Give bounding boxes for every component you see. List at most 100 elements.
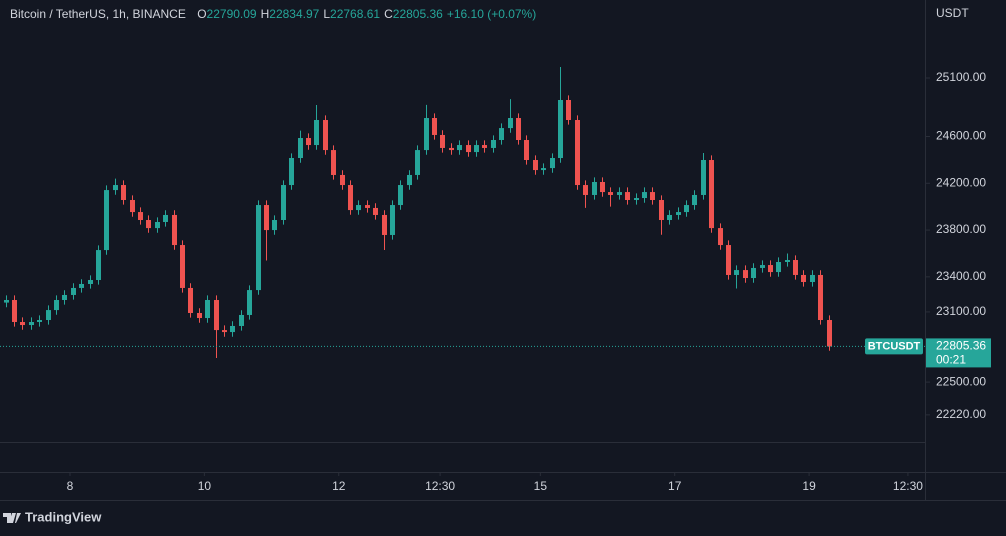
brand-logo (3, 513, 21, 523)
x-tick-label: 12:30 (425, 479, 455, 493)
candle-body (314, 120, 319, 146)
candle-body (617, 192, 622, 195)
candle-body (146, 220, 151, 229)
candle-body (692, 194, 697, 206)
candle-body (642, 192, 647, 199)
candle-body (575, 120, 580, 186)
candle-body (810, 274, 815, 282)
x-tick-label: 12 (332, 479, 346, 493)
candle-body (801, 274, 806, 282)
candle-body (12, 300, 17, 322)
change: +16.10 (+0.07%) (447, 7, 536, 21)
candle-body (20, 321, 25, 326)
candle-body (289, 158, 294, 186)
candle-body (356, 205, 361, 211)
candle-body (306, 138, 311, 146)
candle-body (398, 185, 403, 206)
symbol-tag: BTCUSDT (868, 340, 921, 352)
candle-body (205, 300, 210, 319)
candle-body (256, 205, 261, 291)
candle-body (457, 145, 462, 151)
candle-body (331, 150, 336, 175)
candle-body (188, 287, 193, 313)
x-tick-label: 12:30 (893, 479, 923, 493)
x-tick-label: 15 (534, 479, 548, 493)
legend-value: 22834.97 (269, 7, 319, 21)
candle-body (634, 198, 639, 201)
candle-body (499, 128, 504, 141)
x-tick-label: 17 (668, 479, 682, 493)
y-tick-label: 23800.00 (936, 222, 986, 236)
candle-body (608, 192, 613, 195)
candle-body (827, 320, 832, 347)
candle-body (726, 245, 731, 275)
y-tick-label: 22220.00 (936, 407, 986, 421)
candle-body (130, 200, 135, 213)
candle-body (113, 185, 118, 191)
candle-body (348, 185, 353, 211)
legend-value: 22790.09 (207, 7, 257, 21)
chart-header: Bitcoin / TetherUS, 1h, BINANCE O22790.0… (10, 7, 536, 21)
legend-key: L (323, 7, 330, 21)
y-tick-label: 22500.00 (936, 374, 986, 388)
candle-body (71, 287, 76, 295)
candle-body (466, 145, 471, 153)
candle-body (751, 267, 756, 279)
candle-body (407, 174, 412, 186)
candle-body (583, 185, 588, 195)
x-tick-label: 19 (802, 479, 816, 493)
price-axis: 25600.0025100.0024600.0024200.0023800.00… (926, 70, 986, 421)
candle-body (533, 160, 538, 171)
candle-body (239, 314, 244, 326)
candle-body (684, 205, 689, 213)
candle-body (96, 250, 101, 281)
y-tick-label: 23100.00 (936, 304, 986, 318)
candle-body (373, 207, 378, 215)
candle-body (88, 280, 93, 284)
candle-body (818, 274, 823, 321)
candle-body (163, 214, 168, 222)
candle-body (659, 200, 664, 221)
candle-body (793, 260, 798, 275)
candle-body (79, 283, 84, 288)
candle-body (676, 212, 681, 215)
axis-unit: USDT (936, 6, 969, 20)
candle-body (272, 220, 277, 231)
candle-body (197, 312, 202, 319)
candle-body (516, 118, 521, 141)
countdown: 00:21 (936, 353, 966, 367)
candle-body (281, 185, 286, 221)
candle-body (180, 245, 185, 288)
candle-body (600, 181, 605, 193)
x-tick-label: 8 (67, 479, 74, 493)
candle-body (230, 325, 235, 333)
candle-body (482, 145, 487, 148)
x-tick-label: 10 (198, 479, 212, 493)
candle-body (734, 270, 739, 275)
candle-body (558, 100, 563, 159)
y-tick-label: 24200.00 (936, 175, 986, 189)
y-tick-label: 25100.00 (936, 70, 986, 84)
candle-body (667, 214, 672, 221)
candle-body (37, 320, 42, 322)
candle-body (155, 221, 160, 229)
y-tick-label: 23400.00 (936, 269, 986, 283)
candle-body (541, 168, 546, 171)
legend-key: C (384, 7, 393, 21)
brand-name: TradingView (25, 509, 102, 524)
candle-body (508, 118, 513, 129)
candle-body (323, 120, 328, 151)
candle-body (121, 185, 126, 201)
title: Bitcoin / TetherUS, 1h, BINANCE (10, 7, 186, 21)
candle-body (214, 300, 219, 331)
candle-body (592, 181, 597, 195)
candle-body (298, 138, 303, 159)
candle-body (46, 310, 51, 321)
price-label: 22805.36 (936, 339, 986, 353)
candle-body (650, 192, 655, 201)
candle-body (701, 160, 706, 195)
candle-body (415, 150, 420, 175)
candle-body (776, 261, 781, 273)
candle-body (524, 140, 529, 161)
